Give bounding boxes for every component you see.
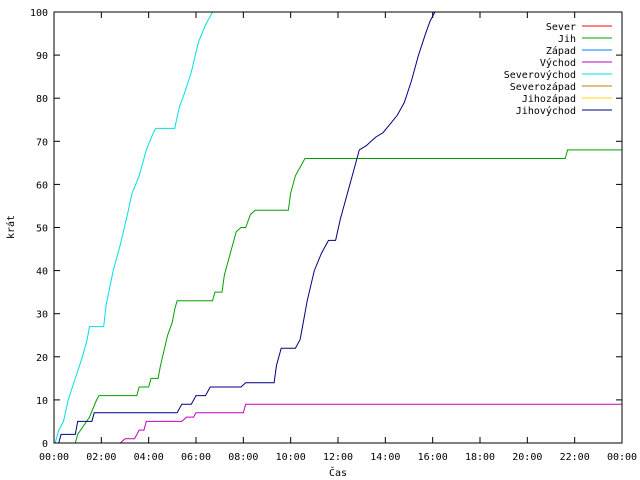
x-tick-label: 22:00 — [560, 452, 590, 463]
x-tick-label: 06:00 — [181, 452, 211, 463]
x-tick-label: 02:00 — [86, 452, 116, 463]
series-line — [54, 11, 217, 444]
y-tick-label: 0 — [42, 439, 48, 450]
legend-label: Východ — [540, 57, 576, 69]
legend-label: Jih — [558, 34, 576, 45]
y-axis-ticks: 0 10 20 30 40 50 60 70 80 90 100 — [30, 8, 622, 450]
x-tick-label: 16:00 — [418, 452, 448, 463]
legend-label: Sever — [546, 22, 576, 33]
y-tick-label: 60 — [36, 180, 48, 191]
y-tick-label: 50 — [36, 224, 48, 235]
legend-label: Jihovýchod — [516, 105, 576, 117]
y-tick-label: 30 — [36, 310, 48, 321]
x-tick-label: 18:00 — [465, 452, 495, 463]
legend-label: Severovýchod — [504, 69, 576, 81]
y-tick-label: 10 — [36, 396, 48, 407]
series-line — [58, 11, 438, 444]
x-axis-label: Čas — [329, 466, 347, 479]
x-tick-label: 04:00 — [134, 452, 164, 463]
series-line — [74, 149, 622, 444]
series-lines — [54, 11, 622, 444]
y-tick-label: 90 — [36, 51, 48, 62]
legend-label: Západ — [546, 45, 576, 57]
y-tick-label: 20 — [36, 353, 48, 364]
x-tick-label: 00:00 — [39, 452, 69, 463]
legend: SeverJihZápadVýchodSeverovýchodSeverozáp… — [504, 22, 612, 117]
y-tick-label: 70 — [36, 137, 48, 148]
legend-label: Severozápad — [510, 81, 576, 93]
plot-frame — [53, 11, 623, 444]
x-axis-ticks: 00:00 02:00 04:00 06:00 08:00 10:00 12:00 14:00… — [39, 12, 637, 463]
x-tick-label: 20:00 — [512, 452, 542, 463]
legend-label: Jihozápad — [522, 93, 576, 105]
x-tick-label: 14:00 — [370, 452, 400, 463]
y-axis-label: krát — [5, 215, 17, 239]
x-tick-label: 10:00 — [276, 452, 306, 463]
x-tick-label: 12:00 — [323, 452, 353, 463]
y-tick-label: 40 — [36, 267, 48, 278]
series-line — [119, 403, 622, 444]
x-tick-label: 00:00 — [607, 452, 637, 463]
x-tick-label: 08:00 — [228, 452, 258, 463]
y-tick-label: 100 — [30, 8, 48, 19]
y-tick-label: 80 — [36, 94, 48, 105]
